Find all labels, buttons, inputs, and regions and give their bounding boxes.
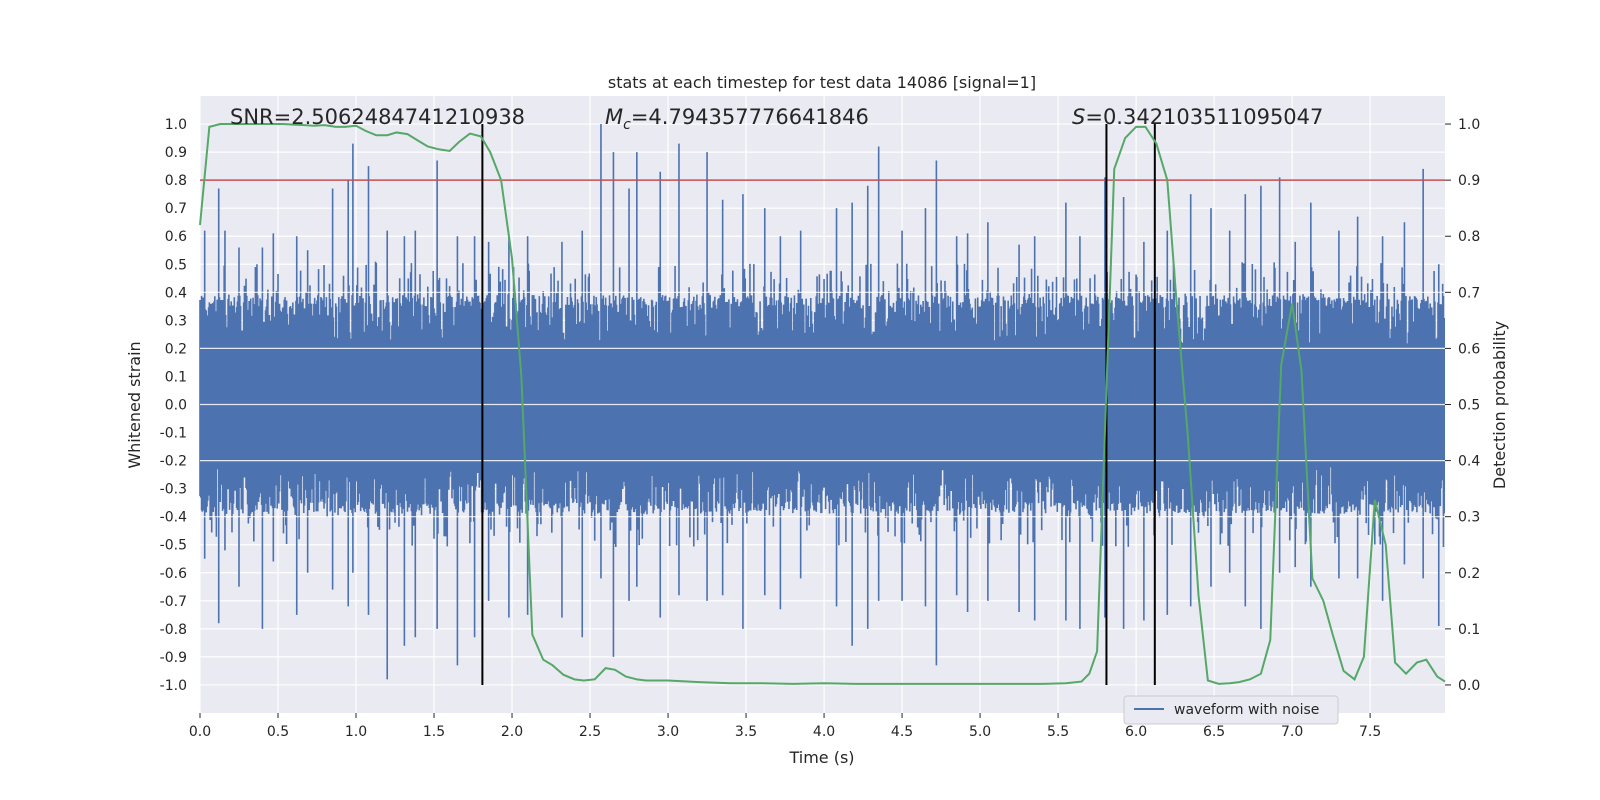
waveform-series [199, 124, 1446, 680]
y-left-tick-label: 1.0 [165, 117, 187, 133]
y-left-tick-label: 0.6 [165, 229, 187, 245]
y-left-tick-label: -0.5 [160, 538, 187, 554]
y-left-tick-label: -0.4 [160, 510, 187, 526]
y-right-tick-label: 0.8 [1458, 229, 1480, 245]
y-left-tick-label: -0.6 [160, 566, 187, 582]
y-left-tick-label: -1.0 [160, 678, 187, 694]
x-tick-label: 6.5 [1203, 724, 1225, 740]
x-tick-label: 6.0 [1125, 724, 1147, 740]
s-annotation: S=0.342103511095047 [1072, 105, 1323, 129]
y-left-tick-label: 0.1 [165, 369, 187, 385]
y-left-tick-label: 0.9 [165, 145, 187, 161]
y-left-tick-label: 0.7 [165, 201, 187, 217]
x-tick-label: 3.5 [735, 724, 757, 740]
legend-label: waveform with noise [1174, 702, 1319, 718]
x-tick-label: 1.0 [345, 724, 367, 740]
chirp-mass-annotation: Mc=4.794357776641846 [605, 105, 869, 133]
y-right-tick-label: 0.1 [1458, 622, 1480, 638]
s-value: =0.342103511095047 [1085, 105, 1323, 129]
y-right-tick-label: 0.6 [1458, 341, 1480, 357]
axes: 0.0 0.5 1.0 1.5 2.0 2.5 3.0 3.5 4.0 4.5 5.0 5.5 6.0 6… [160, 117, 1481, 740]
y-left-tick-label: -0.2 [160, 454, 187, 470]
x-tick-label: 2.0 [501, 724, 523, 740]
legend: waveform with noise [1123, 695, 1339, 725]
y-left-tick-label: 0.2 [165, 341, 187, 357]
y-left-tick-label: -0.7 [160, 594, 187, 610]
x-tick-label: 5.0 [969, 724, 991, 740]
x-tick-label: 3.0 [657, 724, 679, 740]
chart-title: stats at each timestep for test data 140… [608, 73, 1036, 92]
x-tick-label: 4.5 [891, 724, 913, 740]
y-left-tick-label: 0.3 [165, 313, 187, 329]
s-symbol: S [1072, 105, 1085, 129]
y-left-tick-label: -0.9 [160, 650, 187, 666]
y-left-tick-label: -0.8 [160, 622, 187, 638]
y-left-tick-label: 0.4 [165, 285, 187, 301]
x-tick-label: 5.5 [1047, 724, 1069, 740]
y-right-tick-label: 0.9 [1458, 173, 1480, 189]
x-tick-label: 2.5 [579, 724, 601, 740]
y-right-tick-label: 0.7 [1458, 285, 1480, 301]
x-tick-label: 0.0 [189, 724, 211, 740]
y-axis-right-label: Detection probability [1490, 321, 1509, 489]
y-left-tick-label: 0.8 [165, 173, 187, 189]
y-left-tick-label: -0.1 [160, 426, 187, 442]
y-right-tick-label: 0.4 [1458, 454, 1480, 470]
snr-annotation: SNR=2.5062484741210938 [230, 105, 525, 129]
y-axis-left-label: Whitened strain [125, 341, 144, 468]
chirp-mass-value: =4.794357776641846 [631, 105, 869, 129]
y-right-tick-label: 0.2 [1458, 566, 1480, 582]
y-right-tick-label: 0.3 [1458, 510, 1480, 526]
x-tick-label: 7.0 [1281, 724, 1303, 740]
y-left-tick-label: 0.0 [165, 398, 187, 414]
x-axis-label: Time (s) [788, 748, 854, 767]
y-right-tick-label: 0.5 [1458, 398, 1480, 414]
chirp-mass-subscript: c [623, 117, 631, 133]
y-right-tick-label: 1.0 [1458, 117, 1480, 133]
y-right-tick-label: 0.0 [1458, 678, 1480, 694]
y-left-tick-label: 0.5 [165, 257, 187, 273]
x-tick-label: 1.5 [423, 724, 445, 740]
x-tick-label: 7.5 [1359, 724, 1381, 740]
probability-series [199, 123, 1446, 685]
detection-probability-line [199, 123, 1446, 685]
chirp-mass-symbol: M [605, 105, 623, 129]
x-tick-label: 0.5 [267, 724, 289, 740]
x-tick-label: 4.0 [813, 724, 835, 740]
y-left-tick-label: -0.3 [160, 482, 187, 498]
legend-box [1123, 695, 1339, 725]
